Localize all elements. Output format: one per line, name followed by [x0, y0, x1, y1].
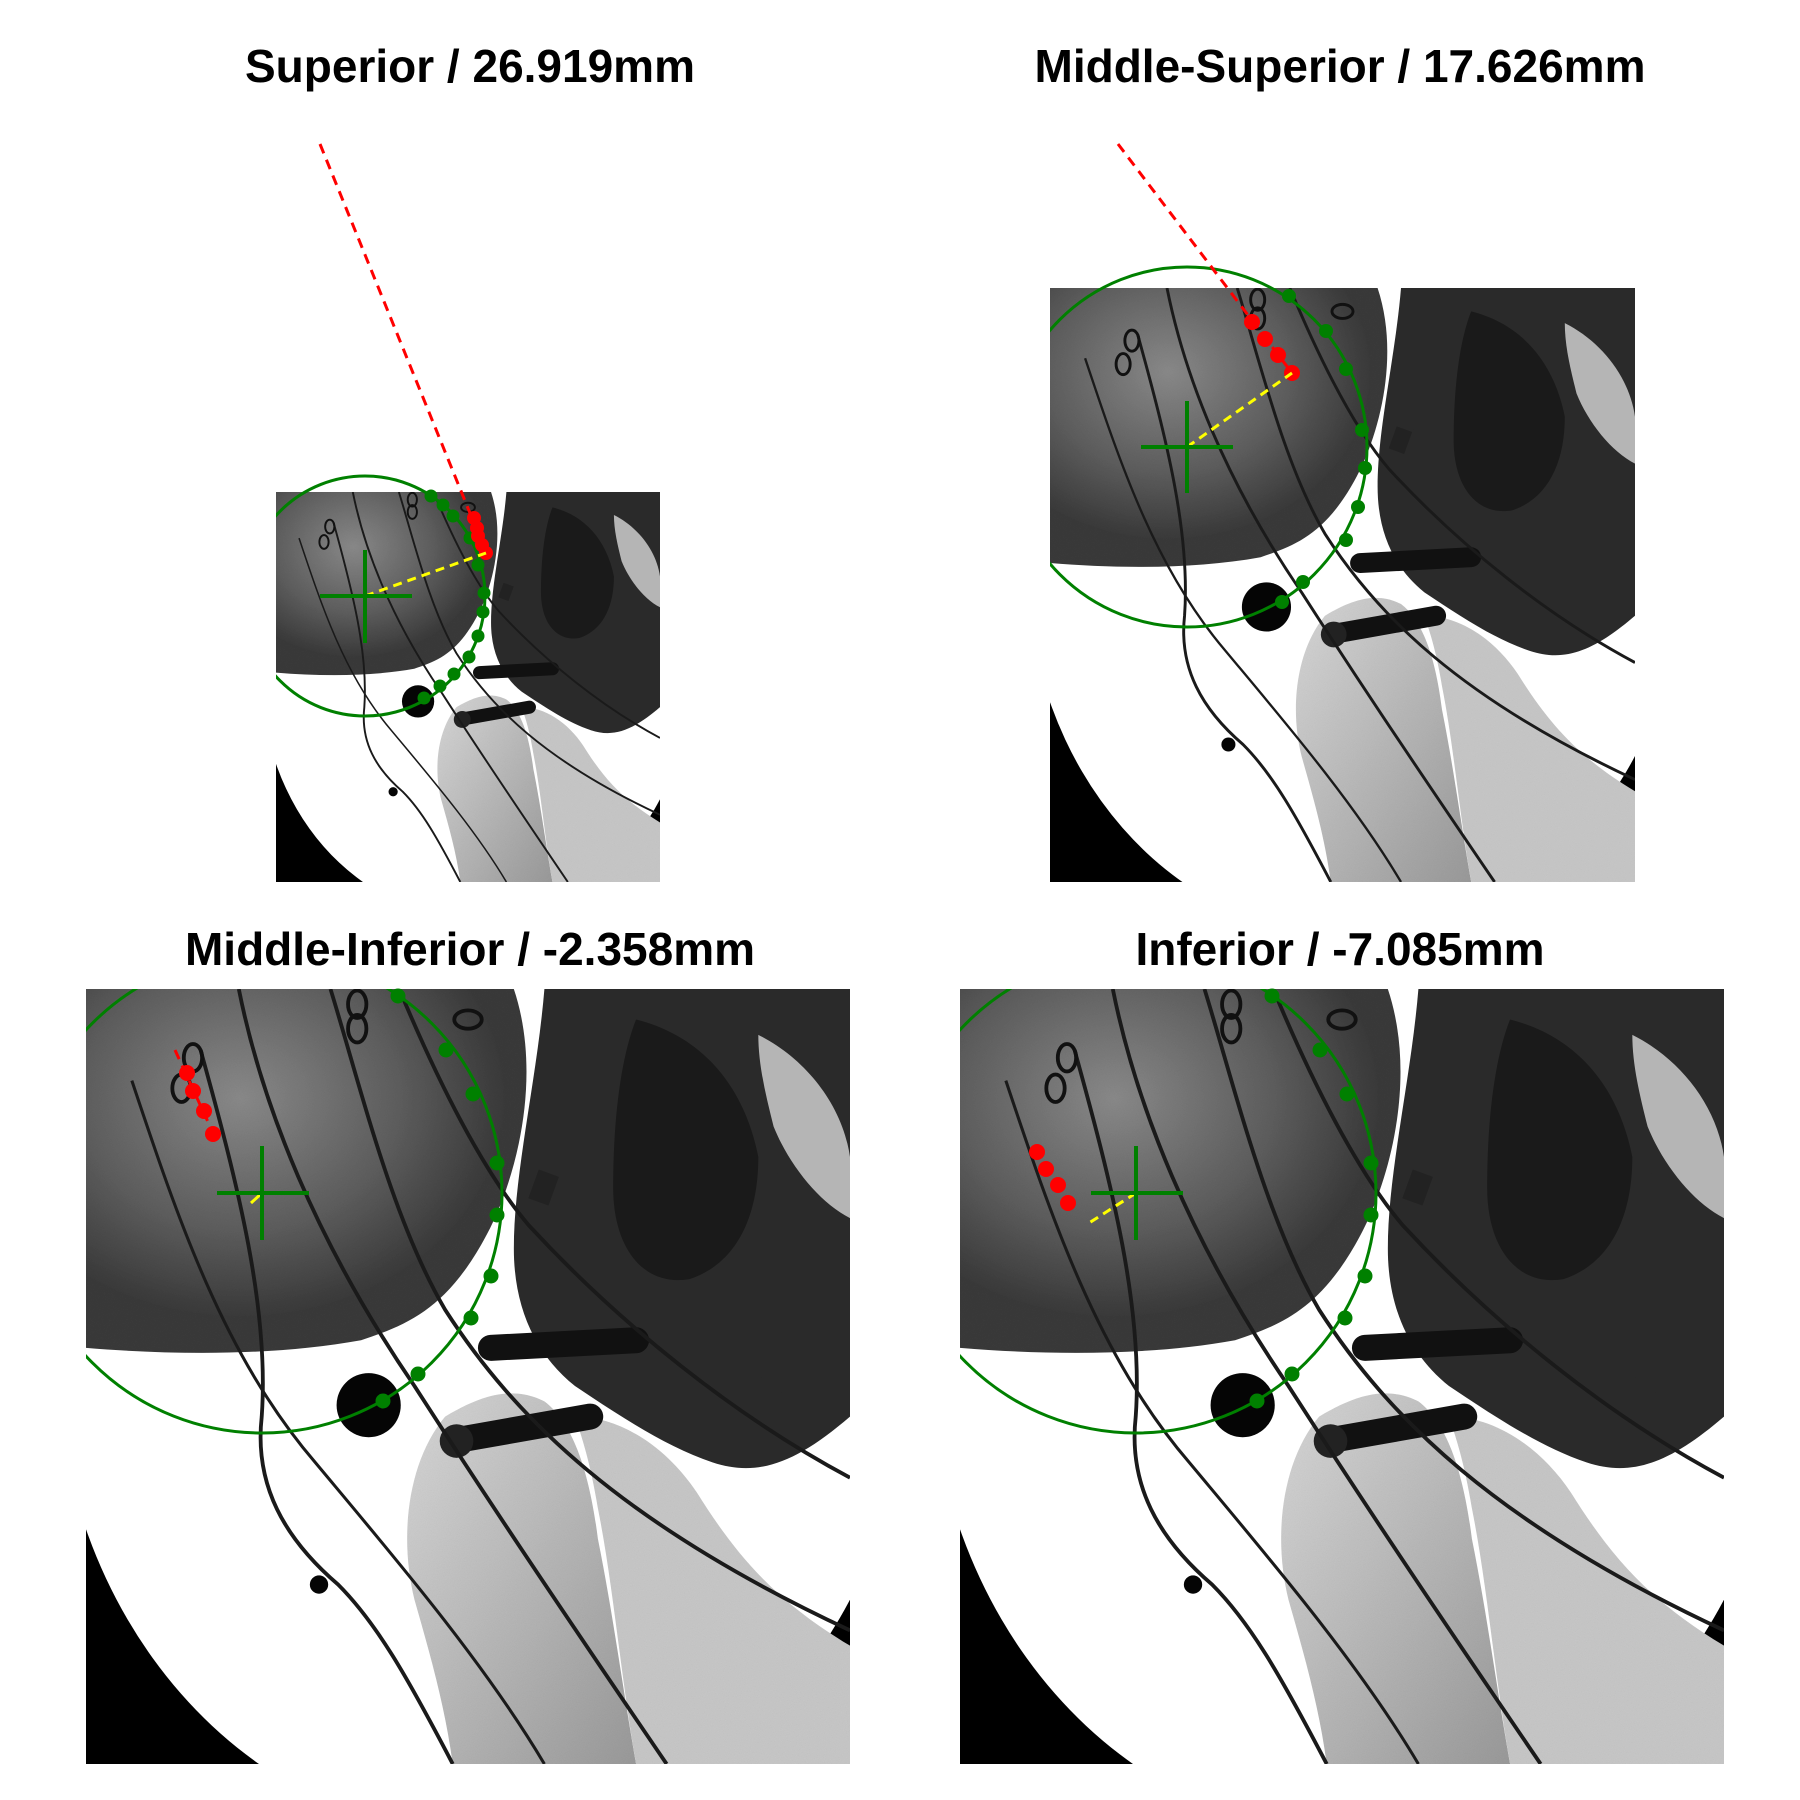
panel-title-middle-inferior: Middle-Inferior / -2.358mm	[184, 923, 755, 975]
xray-image-middle-superior	[1050, 288, 1635, 882]
panel-title-inferior: Inferior / -7.085mm	[1135, 923, 1545, 975]
xray-image-superior	[276, 492, 660, 882]
xray-image-middle-inferior	[86, 989, 850, 1764]
panel-title-superior: Superior / 26.919mm	[245, 40, 695, 92]
panel-title-middle-superior: Middle-Superior / 17.626mm	[1034, 40, 1646, 92]
xray-image-inferior	[960, 989, 1724, 1764]
